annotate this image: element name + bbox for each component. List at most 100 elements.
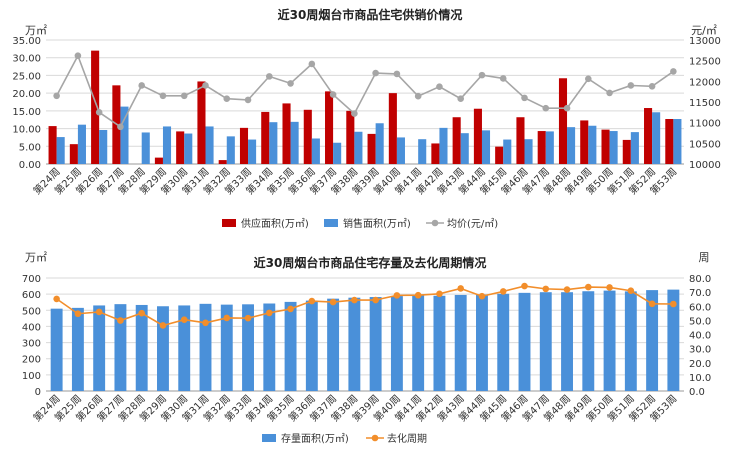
line-point <box>670 300 677 308</box>
line-point <box>393 292 401 299</box>
right-tick-label: 80.0 <box>689 274 711 285</box>
series-line <box>55 53 674 128</box>
bar-a <box>48 126 57 164</box>
bar-b <box>503 139 512 164</box>
right-tick-label: 12000 <box>689 77 721 88</box>
line-point <box>499 288 507 295</box>
line-point <box>521 282 528 290</box>
bar-a <box>176 131 185 164</box>
right-tick-label: 30.0 <box>689 345 711 356</box>
line-point <box>180 92 188 100</box>
bar-a <box>305 300 318 391</box>
right-tick-label: 10500 <box>689 139 721 150</box>
bar-b <box>524 139 533 164</box>
bar-a <box>178 305 191 391</box>
line-point <box>287 80 294 87</box>
bar-a <box>412 295 425 391</box>
bar-a <box>665 119 674 164</box>
left-tick-label: 0.00 <box>19 160 41 171</box>
bar-a <box>603 290 616 391</box>
line-point <box>308 297 316 305</box>
line-point <box>202 319 209 327</box>
bar-b <box>460 133 469 164</box>
line-point <box>53 295 60 303</box>
line-point <box>436 83 443 91</box>
bar-a <box>473 108 482 164</box>
series-line <box>56 285 674 327</box>
line-point <box>223 314 231 322</box>
left-tick-label: 35.00 <box>12 36 41 47</box>
left-tick-label: 30.00 <box>12 54 41 65</box>
bar-a <box>303 109 312 164</box>
bar-a <box>561 292 573 391</box>
bar-b <box>248 139 257 164</box>
bar-b <box>56 137 65 164</box>
right-tick-label: 12500 <box>689 57 721 68</box>
bar-b <box>77 124 86 164</box>
bar-b <box>120 106 129 164</box>
line-point <box>542 285 550 293</box>
bar-a <box>50 308 63 391</box>
bar-b <box>588 125 597 164</box>
bar-a <box>348 297 361 391</box>
bar-a <box>157 306 169 391</box>
bar-a <box>452 117 461 164</box>
bar-a <box>433 295 446 391</box>
bar-a <box>263 303 276 391</box>
left-tick-label: 600 <box>22 290 41 301</box>
line-point <box>244 96 252 104</box>
line-point <box>670 68 677 75</box>
right-tick-label: 60.0 <box>689 302 711 313</box>
bar-a <box>239 127 249 164</box>
bar-a <box>601 129 610 164</box>
bar-b <box>99 129 108 164</box>
right-tick-label: 11000 <box>689 119 721 130</box>
bar-b <box>226 136 235 164</box>
line-point <box>74 310 82 318</box>
bar-a <box>282 103 291 164</box>
legend-swatch <box>324 219 338 227</box>
line-point <box>606 89 613 97</box>
bar-b <box>162 126 172 164</box>
line-point <box>329 298 337 306</box>
left-tick-label: 300 <box>22 339 41 350</box>
left-tick-label: 500 <box>22 306 41 317</box>
line-point <box>585 283 592 291</box>
bar-a <box>71 307 84 391</box>
bar-a <box>325 91 334 164</box>
right-tick-label: 10000 <box>689 160 721 171</box>
line-point <box>457 285 465 292</box>
bar-a <box>69 144 78 164</box>
line-point <box>223 95 231 102</box>
line-point <box>457 95 465 102</box>
bar-a <box>497 293 510 391</box>
bar-b <box>333 142 342 164</box>
legend-label: 去化周期 <box>387 432 427 445</box>
bar-b <box>481 130 491 164</box>
line-point <box>393 70 401 78</box>
legend-marker <box>431 219 439 227</box>
bar-a <box>284 301 297 391</box>
line-point <box>74 52 82 60</box>
line-point <box>563 286 571 293</box>
bar-b <box>205 126 214 164</box>
right-axis-unit: 元/㎡ <box>691 24 717 37</box>
left-tick-label: 400 <box>22 322 41 333</box>
right-tick-label: 0.0 <box>689 387 705 398</box>
line-point <box>585 75 592 83</box>
bar-a <box>495 146 504 164</box>
bar-a <box>667 289 680 391</box>
bar-a <box>154 157 163 164</box>
line-point <box>351 296 358 304</box>
bar-a <box>199 303 212 391</box>
left-axis-unit: 万㎡ <box>25 251 47 264</box>
line-point <box>372 296 379 304</box>
line-point <box>478 292 486 300</box>
left-tick-label: 20.00 <box>12 89 41 100</box>
right-tick-label: 10.0 <box>689 373 711 384</box>
left-axis-unit: 万㎡ <box>25 24 47 37</box>
left-tick-label: 700 <box>22 274 41 285</box>
right-tick-label: 20.0 <box>689 359 711 370</box>
bar-a <box>114 304 127 391</box>
